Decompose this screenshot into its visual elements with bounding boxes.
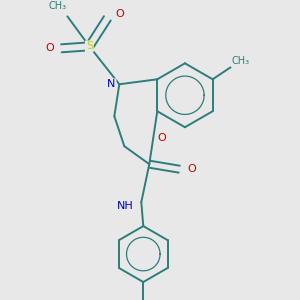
Text: O: O (45, 43, 54, 53)
Text: NH: NH (117, 201, 134, 211)
Text: O: O (157, 133, 166, 143)
Text: N: N (107, 79, 116, 89)
Text: CH₃: CH₃ (232, 56, 250, 66)
Text: S: S (86, 41, 93, 51)
Text: O: O (188, 164, 197, 174)
Text: CH₃: CH₃ (48, 2, 67, 11)
Text: O: O (115, 9, 124, 20)
